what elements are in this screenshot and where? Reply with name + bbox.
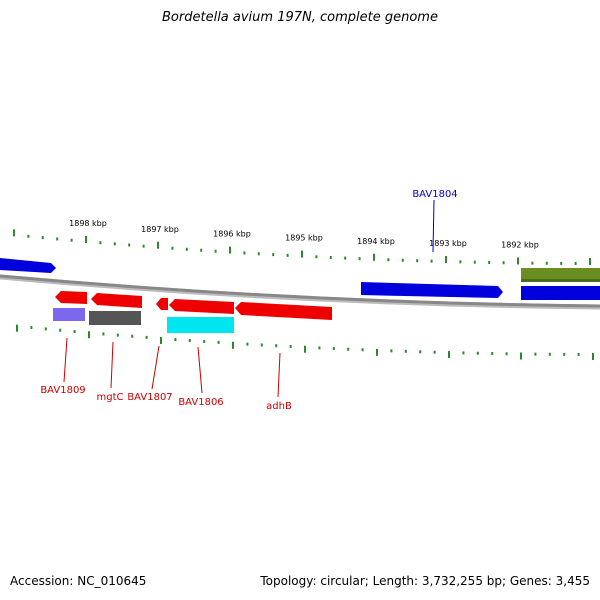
tick-marks-outer (13, 229, 591, 265)
leader-line-adhb (277, 352, 281, 398)
feature-bav1810-forward[interactable] (0, 258, 56, 273)
feature-bav1806-cyan[interactable] (167, 317, 234, 333)
feature-adhb-red[interactable] (235, 302, 332, 320)
leader-line-bav1806 (197, 346, 203, 394)
feature-bav1804-forward[interactable] (361, 282, 503, 298)
tick-label: 1898 kbp (69, 219, 107, 228)
gene-label-bav1806[interactable]: BAV1806 (178, 397, 223, 408)
feature-bav1806-red[interactable] (169, 299, 234, 314)
gene-label-mgtc[interactable]: mgtC (97, 392, 124, 403)
backbone-shadow (0, 274, 600, 310)
leader-line-bav1804 (432, 199, 435, 253)
gene-label-bav1804[interactable]: BAV1804 (412, 189, 457, 200)
tick-label: 1896 kbp (213, 230, 251, 239)
feature-mgtc-gray[interactable] (89, 311, 141, 325)
leader-line-mgtc (110, 341, 114, 389)
tick-label: 1895 kbp (285, 234, 323, 243)
tick-label: 1892 kbp (501, 240, 539, 249)
feature-mgtc-red[interactable] (91, 293, 142, 308)
feature-bav1809-purple[interactable] (53, 308, 85, 321)
tick-label: 1894 kbp (357, 237, 395, 246)
leader-line-bav1807 (151, 345, 160, 390)
leader-line-bav1809 (63, 337, 68, 383)
genome-summary-text: Topology: circular; Length: 3,732,255 bp… (260, 574, 590, 588)
feature-blue-forward-right[interactable] (521, 286, 600, 300)
map-title: Bordetella avium 197N, complete genome (162, 10, 438, 25)
tick-label: 1897 kbp (141, 225, 179, 234)
accession-text: Accession: NC_010645 (10, 574, 147, 588)
feature-bav1807-red[interactable] (156, 298, 168, 310)
feature-olive-forward[interactable] (521, 268, 600, 281)
gene-label-bav1807[interactable]: BAV1807 (127, 392, 172, 403)
feature-bav1809-red[interactable] (55, 291, 87, 304)
gene-label-adhb[interactable]: adhB (266, 401, 292, 412)
backbone (0, 274, 600, 308)
tick-marks-inner (16, 324, 594, 360)
feature-olive-forward-edge (521, 279, 600, 282)
gene-label-bav1809[interactable]: BAV1809 (40, 385, 85, 396)
tick-label: 1893 kbp (429, 239, 467, 248)
tick-labels: 1898 kbp 1897 kbp 1896 kbp 1895 kbp 1894 kbp… (69, 219, 539, 249)
